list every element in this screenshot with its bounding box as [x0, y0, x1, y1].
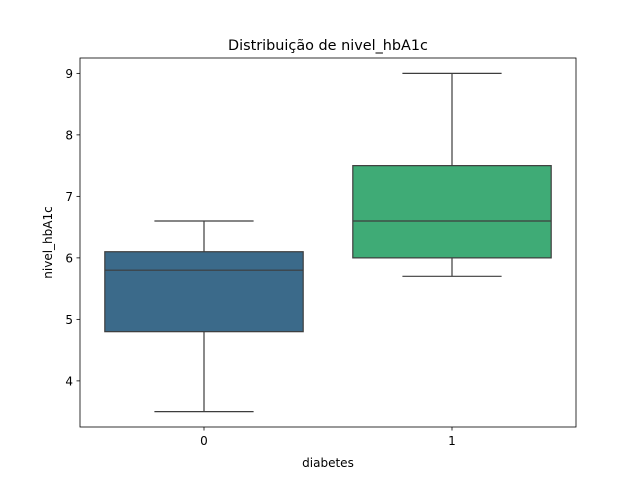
x-axis-label: diabetes — [302, 456, 354, 470]
chart-title: Distribuição de nivel_hbA1c — [228, 38, 428, 54]
y-tick-label-4: 4 — [65, 374, 73, 388]
x-tick-label-0: 0 — [200, 434, 208, 448]
y-tick-label-9: 9 — [65, 67, 73, 81]
x-tick-label-1: 1 — [448, 434, 456, 448]
box-cat-1 — [352, 165, 552, 259]
y-tick-label-7: 7 — [65, 190, 73, 204]
y-tick-label-6: 6 — [65, 251, 73, 265]
plot-frame — [79, 57, 577, 428]
y-tick-label-5: 5 — [65, 313, 73, 327]
y-tick-label-8: 8 — [65, 128, 73, 142]
box-cat-0 — [104, 251, 304, 333]
y-axis-label: nivel_hbA1c — [41, 206, 55, 278]
